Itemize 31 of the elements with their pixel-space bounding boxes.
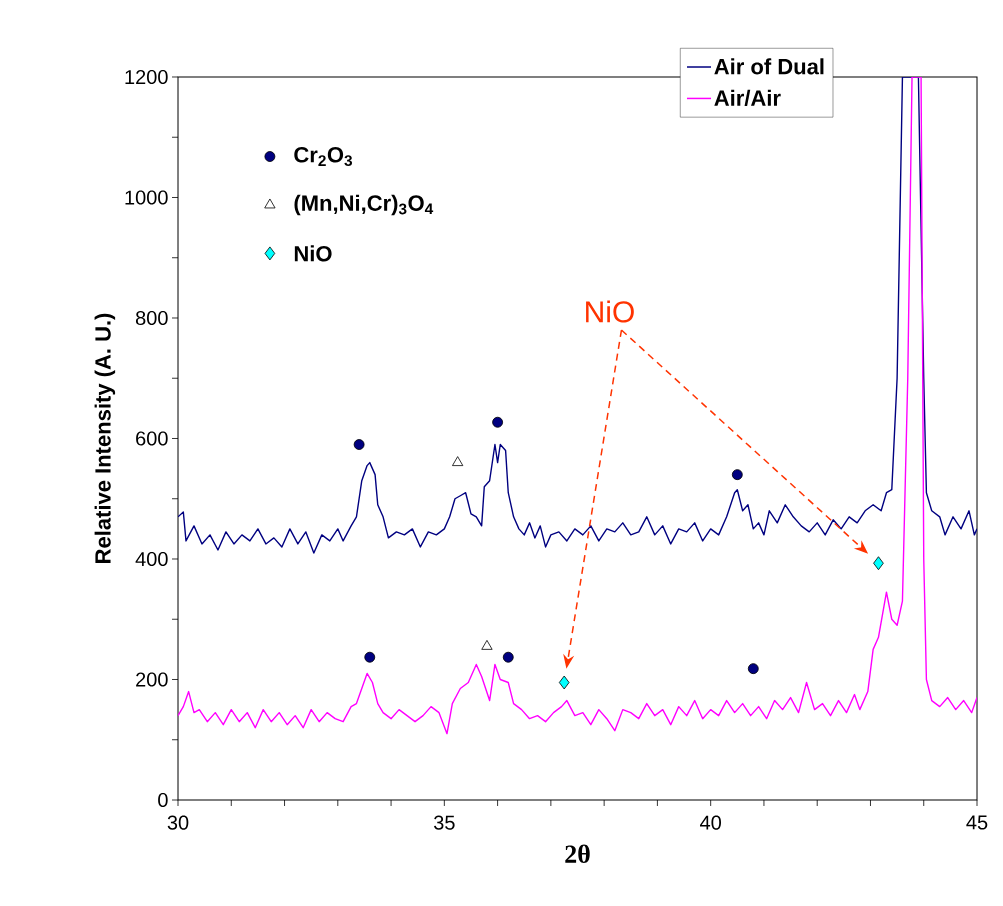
point	[492, 416, 504, 428]
x-tick-label: 45	[966, 815, 988, 830]
legend-label: Air of Dual	[714, 58, 824, 75]
y-tick-label: 1200	[125, 69, 168, 85]
x-tick-label: 35	[433, 815, 455, 830]
legend-label: NiO	[294, 245, 332, 262]
point	[747, 663, 759, 675]
x-axis-title: 2θ	[565, 844, 590, 863]
point	[731, 469, 743, 481]
y-tick-label: 800	[135, 310, 168, 326]
y-tick-label: 400	[135, 551, 168, 567]
y-tick-label: 200	[136, 672, 168, 687]
point	[502, 651, 514, 663]
legend-label: (Mn,Ni,Cr)$_{3}$O$_{4}$	[294, 194, 434, 216]
y-axis-title: Relative Intensity (A. U.)	[94, 313, 116, 563]
point	[452, 456, 464, 466]
point	[558, 675, 570, 690]
point	[364, 651, 376, 663]
y-tick-label: 0	[158, 792, 168, 808]
point	[353, 439, 365, 450]
legend-label: Air/Air	[714, 89, 781, 107]
point	[481, 639, 493, 650]
point	[873, 556, 884, 571]
legend-label: Cr$_{2}$O$_{3}$	[294, 146, 353, 167]
x-tick-label: 40	[700, 815, 722, 830]
x-tick-label: 30	[167, 815, 189, 830]
line-series	[178, 76, 978, 735]
y-tick-label: 600	[136, 431, 168, 446]
y-tick-label: 1000	[125, 190, 168, 205]
annotation: NiO	[586, 300, 634, 323]
line-series	[178, 76, 978, 554]
